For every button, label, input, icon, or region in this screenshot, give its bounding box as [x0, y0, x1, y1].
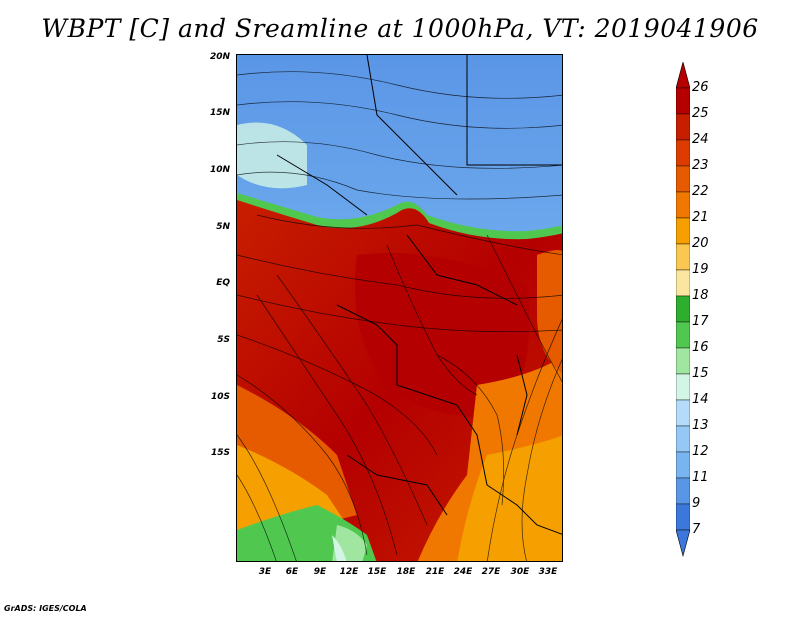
colorbar-label-15: 15 — [692, 366, 709, 381]
lat-label-10n: 10N — [209, 165, 230, 175]
colorbar-segment — [676, 113, 690, 141]
colorbar-segment — [676, 503, 690, 531]
colorbar-label-12: 12 — [692, 444, 709, 459]
lon-label-9e: 9E — [313, 567, 327, 577]
colorbar-segment — [676, 269, 690, 297]
lon-label-21e: 21E — [425, 567, 445, 577]
grads-credit: GrADS: IGES/COLA — [4, 604, 87, 613]
lon-label-30e: 30E — [510, 567, 530, 577]
colorbar-segment — [676, 321, 690, 349]
colorbar — [676, 62, 690, 558]
colorbar-label-11: 11 — [692, 470, 709, 485]
colorbar-label-7: 7 — [692, 522, 701, 537]
colorbar-label-20: 20 — [692, 236, 709, 251]
map-title: WBPT [C] and Sreamline at 1000hPa, VT: 2… — [41, 14, 759, 43]
colorbar-segment — [676, 165, 690, 193]
colorbar-segment — [676, 243, 690, 271]
colorbar-label-23: 23 — [692, 158, 709, 173]
map-panel — [236, 54, 563, 562]
colorbar-segment — [676, 477, 690, 505]
lon-label-33e: 33E — [538, 567, 558, 577]
colorbar-segment — [676, 295, 690, 323]
lon-label-3e: 3E — [258, 567, 272, 577]
colorbar-label-25: 25 — [692, 106, 709, 121]
colorbar-segment — [676, 139, 690, 167]
colorbar-label-24: 24 — [692, 132, 709, 147]
lon-label-6e: 6E — [285, 567, 299, 577]
lat-label-20n: 20N — [209, 52, 230, 62]
lon-label-24e: 24E — [453, 567, 473, 577]
colorbar-label-14: 14 — [692, 392, 709, 407]
lon-label-27e: 27E — [481, 567, 501, 577]
colorbar-label-22: 22 — [692, 184, 709, 199]
lat-label-10s: 10S — [210, 392, 230, 402]
lat-label-15s: 15S — [210, 448, 230, 458]
colorbar-segment — [676, 373, 690, 401]
lat-label-eq: EQ — [216, 278, 230, 288]
lat-label-5n: 5N — [216, 222, 230, 232]
colorbar-segment — [676, 347, 690, 375]
colorbar-segment — [676, 451, 690, 479]
colorbar-label-13: 13 — [692, 418, 709, 433]
colorbar-segment — [676, 217, 690, 245]
lon-label-15e: 15E — [367, 567, 387, 577]
colorbar-segment — [676, 87, 690, 115]
colorbar-segment — [676, 425, 690, 453]
colorbar-label-19: 19 — [692, 262, 709, 277]
colorbar-segment — [676, 191, 690, 219]
colorbar-label-18: 18 — [692, 288, 709, 303]
colorbar-label-16: 16 — [692, 340, 709, 355]
wbpt-field — [237, 55, 562, 561]
colorbar-label-26: 26 — [692, 80, 709, 95]
colorbar-segment — [676, 399, 690, 427]
lat-label-15n: 15N — [209, 108, 230, 118]
colorbar-segments — [676, 87, 690, 531]
colorbar-label-9: 9 — [692, 496, 701, 511]
colorbar-label-21: 21 — [692, 210, 709, 225]
colorbar-bottom-arrow — [676, 529, 690, 558]
colorbar-label-17: 17 — [692, 314, 709, 329]
colorbar-top-arrow — [676, 62, 690, 89]
lon-label-12e: 12E — [339, 567, 359, 577]
lon-label-18e: 18E — [396, 567, 416, 577]
lat-label-5s: 5S — [217, 335, 230, 345]
